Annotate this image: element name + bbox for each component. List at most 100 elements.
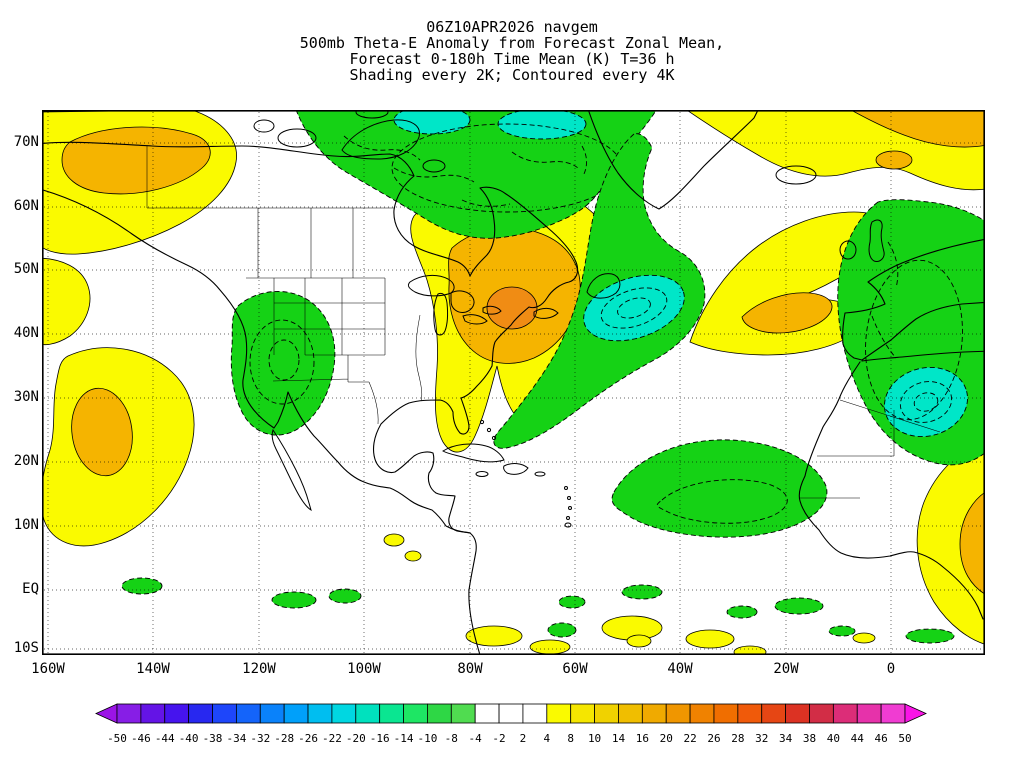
- antilles-island: [564, 486, 568, 490]
- lake-erie: [462, 314, 488, 325]
- canada-borders: [146, 146, 394, 278]
- small-negative-blob: [558, 595, 586, 609]
- negative-contour-squiggle: [511, 151, 579, 169]
- small-negative-blob: [271, 591, 317, 609]
- bahamas-island: [479, 419, 485, 425]
- iceland: [775, 165, 817, 185]
- colorbar-segment: [403, 703, 428, 724]
- colorbar-tick-label: 26: [707, 732, 720, 745]
- coast-north-america-arctic-east: [42, 141, 579, 534]
- map-frame: [42, 110, 985, 655]
- grid-lines: [44, 112, 983, 653]
- colorbar-segment: [641, 703, 667, 724]
- small-negative-blob: [774, 597, 824, 615]
- colorbar-tick-label: -46: [131, 732, 151, 745]
- colorbar-tick-label: 2: [520, 732, 527, 745]
- hispaniola: [503, 463, 529, 475]
- lon-label: 140W: [136, 661, 170, 677]
- colorbar-tick-label: -50: [107, 732, 127, 745]
- coast-north-america-west: [42, 189, 481, 655]
- colorbar-tick-label: 38: [803, 732, 816, 745]
- positive-inner-core-great-lakes: [486, 286, 538, 330]
- negative-contour-squiggle: [461, 199, 511, 207]
- colorbar-segment: [379, 703, 404, 724]
- small-negative-blob: [828, 625, 856, 637]
- colorbar-segment: [761, 703, 787, 724]
- negative-contour-ring: [865, 259, 963, 421]
- southampton-island: [422, 159, 446, 173]
- coastlines: [42, 110, 985, 655]
- colorbar-segment: [618, 703, 643, 724]
- coast-greenland: [587, 110, 759, 210]
- banks-island: [253, 119, 275, 133]
- colorbar-tick-label: -4: [469, 732, 483, 745]
- title-line-2: 500mb Theta-E Anomaly from Forecast Zona…: [299, 34, 725, 52]
- colorbar-segment: [737, 703, 763, 724]
- colorbar-segment: [498, 703, 524, 724]
- small-negative-blob: [547, 622, 577, 638]
- ireland: [839, 240, 857, 260]
- small-negative-blob: [726, 605, 758, 619]
- lat-label: 10S: [13, 640, 39, 656]
- newfoundland: [586, 273, 621, 299]
- lon-label: 160W: [31, 661, 65, 677]
- colorbar-tick-label: 34: [779, 732, 793, 745]
- negative-contour-ring: [656, 479, 788, 524]
- lake-ontario: [482, 305, 502, 315]
- cuba: [442, 443, 505, 463]
- lon-label: 40W: [667, 661, 693, 677]
- bahamas-island: [491, 435, 497, 441]
- colorbar-tick-label: -10: [417, 732, 437, 745]
- lat-label: EQ: [22, 581, 39, 597]
- colorbar-tick-label: 10: [588, 732, 601, 745]
- colorbar-tick-label: -20: [346, 732, 366, 745]
- negative-anomaly-shading: [121, 110, 985, 644]
- negative-contour-ring: [913, 392, 939, 412]
- title-line-1: 06Z10APR2026 navgem: [426, 18, 598, 36]
- small-positive-blob: [404, 550, 422, 562]
- small-positive-blob: [383, 533, 405, 547]
- negative-core-arctic-east: [497, 110, 587, 140]
- nova-scotia: [533, 307, 559, 319]
- positive-anomaly-left-edge: [42, 257, 91, 346]
- colorbar-segment: [116, 703, 142, 724]
- lon-label: 80W: [457, 661, 483, 677]
- negative-core-nw-atlantic: [583, 274, 685, 342]
- coast-africa-west: [798, 361, 984, 620]
- colorbar-tick-label: -14: [394, 732, 414, 745]
- small-positive-blob: [733, 645, 767, 655]
- colorbar-segment: [594, 703, 619, 724]
- negative-contour-ring: [617, 297, 651, 319]
- negative-contour-squiggle: [887, 241, 899, 289]
- small-positive-blob: [685, 629, 735, 649]
- mississippi-river: [415, 314, 423, 402]
- negative-contour-squiggle: [581, 145, 587, 175]
- colorbar-segment: [450, 703, 476, 724]
- colorbar-tick-label: 28: [731, 732, 744, 745]
- map-area: 70N 60N 50N 40N 30N 20N 10N EQ 10S 160W 140W 120W 1…: [14, 110, 985, 677]
- colorbar-segment: [140, 703, 166, 724]
- lat-label: 70N: [13, 134, 39, 150]
- antilles-island: [568, 506, 572, 510]
- rio-grande-border: [368, 381, 379, 425]
- colorbar-segment: [307, 703, 333, 724]
- colorbar-segment: [235, 703, 261, 724]
- antilles-island: [567, 496, 571, 500]
- colorbar-segment: [880, 703, 906, 724]
- negative-contour-squiggle: [343, 135, 421, 161]
- negative-contour-ring: [249, 319, 315, 405]
- coast-europe: [842, 238, 985, 361]
- colorbar-tick-label: -32: [250, 732, 270, 745]
- us-state-borders: [246, 277, 386, 383]
- lat-label: 30N: [13, 389, 39, 405]
- small-negative-blob: [621, 584, 663, 600]
- colorbar-arrow-right: [904, 703, 927, 724]
- colorbar-segment: [689, 703, 715, 724]
- small-negative-blob: [905, 628, 955, 644]
- lat-label: 60N: [13, 198, 39, 214]
- colorbar-tick-label: -22: [322, 732, 342, 745]
- colorbar-tick-label: -40: [179, 732, 199, 745]
- positive-core-west-africa: [959, 491, 985, 595]
- colorbar-tick-label: -8: [445, 732, 458, 745]
